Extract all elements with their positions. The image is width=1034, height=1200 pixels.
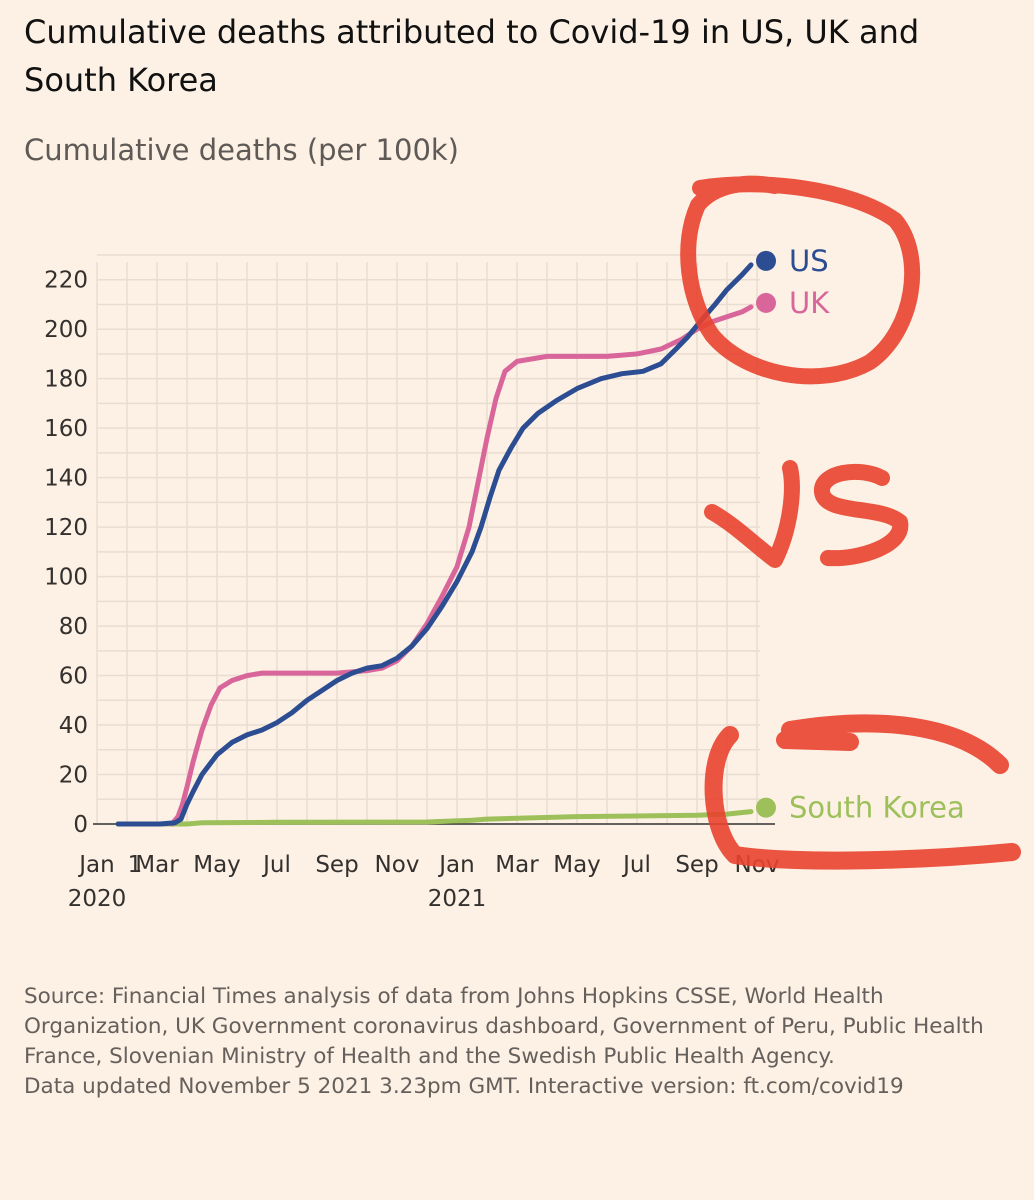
x-tick-label: Nov (375, 852, 420, 878)
bracket-annotation-bottom (704, 714, 1021, 870)
update-note: Data updated November 5 2021 3.23pm GMT.… (24, 1074, 904, 1099)
chart-footer: Source: Financial Times analysis of data… (24, 982, 1014, 1102)
series-line-uk (169, 304, 754, 827)
series-label-uk: UK (789, 286, 830, 320)
y-tick-label: 140 (44, 466, 88, 492)
y-tick-label: 0 (73, 812, 88, 838)
y-tick-label: 160 (44, 416, 88, 442)
y-axis-ticks: 0 20 40 60 80 100 120 140 160 180 200 220 (44, 268, 88, 838)
circle-annotation-top (680, 175, 921, 385)
x-tick-label: 1 (128, 852, 143, 878)
chart-title: Cumulative deaths attributed to Covid-19… (24, 13, 920, 99)
x-tick-label: Sep (315, 852, 358, 878)
series-end-marker (756, 292, 776, 313)
series-label-us: US (789, 244, 829, 278)
y-tick-label: 100 (44, 565, 88, 591)
y-tick-label: 40 (59, 713, 88, 739)
source-note: Source: Financial Times analysis of data… (24, 984, 984, 1069)
y-tick-label: 120 (44, 515, 88, 541)
y-tick-label: 220 (44, 268, 88, 294)
x-tick-year: 2021 (428, 886, 487, 912)
vertical-gridlines (96, 262, 758, 824)
series-label-south-korea: South Korea (789, 791, 965, 825)
series-line-us (115, 262, 754, 827)
series-labels: US UK South Korea (756, 244, 965, 825)
x-tick-year: 2020 (68, 886, 127, 912)
x-tick-label: May (193, 852, 241, 878)
vs-letter-v (704, 460, 800, 568)
x-tick-label: Jul (621, 852, 651, 878)
vs-letter-s (814, 463, 909, 567)
series-end-marker (756, 250, 776, 271)
x-tick-label: May (553, 852, 601, 878)
y-tick-label: 60 (59, 664, 88, 690)
y-tick-label: 180 (44, 367, 88, 393)
series-lines (115, 262, 754, 827)
chart-subtitle: Cumulative deaths (per 100k) (24, 133, 459, 167)
x-tick-label: Jul (261, 852, 291, 878)
x-tick-label: Mar (135, 852, 179, 878)
y-tick-label: 80 (59, 614, 88, 640)
x-tick-label: Mar (495, 852, 539, 878)
series-line-south-korea (127, 809, 754, 827)
y-tick-label: 200 (44, 317, 88, 343)
horizontal-gridlines (93, 254, 775, 825)
handdrawn-annotations (680, 175, 1021, 870)
x-tick-label: Jan (437, 852, 474, 878)
x-tick-label: Sep (675, 852, 718, 878)
x-tick-label: Jan (77, 852, 114, 878)
series-end-marker (756, 797, 776, 818)
y-tick-label: 20 (59, 763, 88, 789)
